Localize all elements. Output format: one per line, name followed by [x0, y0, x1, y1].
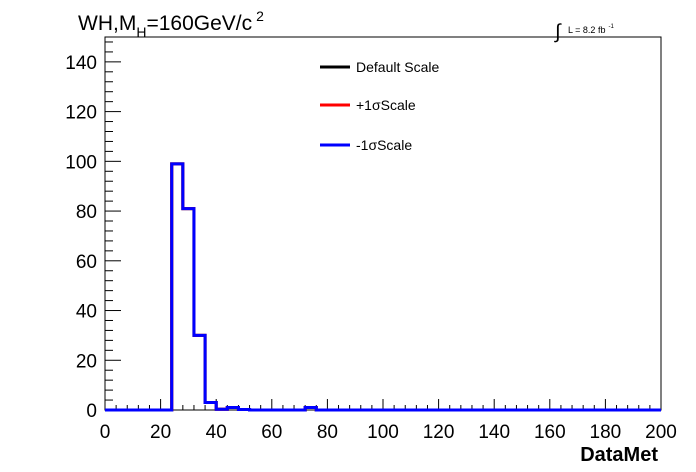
legend: Default Scale +1σScale -1σScale — [320, 59, 439, 153]
x-tick-label: 160 — [534, 422, 566, 443]
y-tick-label: 60 — [76, 252, 97, 273]
legend-label: Default Scale — [356, 59, 439, 75]
x-tick-label: 100 — [367, 422, 399, 443]
axes: 0 20 40 60 80 100 120 140 160 180 200 0 20 40 60 80 100 1… — [65, 41, 677, 443]
plot-frame — [104, 36, 662, 411]
y-tick-label: 100 — [65, 152, 97, 173]
y-tick-label: 0 — [86, 401, 97, 422]
x-tick-label: 60 — [261, 422, 282, 443]
y-tick-label: 40 — [76, 302, 97, 323]
y-tick-label: 80 — [76, 202, 97, 223]
y-tick-label: 20 — [76, 351, 97, 372]
x-tick-label: 80 — [317, 422, 338, 443]
x-tick-label: 140 — [478, 422, 510, 443]
y-tick-label: 140 — [65, 53, 97, 74]
legend-label: +1σScale — [356, 97, 416, 113]
chart-title: WH,MH=160GeV/c 2 — [78, 8, 264, 40]
series-line-3 — [105, 162, 661, 412]
integral-symbol: ∫ — [554, 21, 562, 43]
series-lines — [105, 162, 661, 412]
series-line-2 — [105, 162, 661, 412]
luminosity-label: L = 8.2 fb -1 — [568, 24, 614, 35]
x-tick-label: 200 — [645, 422, 677, 443]
x-tick-label: 180 — [590, 422, 622, 443]
x-tick-label: 20 — [150, 422, 171, 443]
x-tick-label: 40 — [206, 422, 227, 443]
x-tick-label: 0 — [100, 422, 111, 443]
series-line-1 — [105, 162, 661, 412]
y-tick-label: 120 — [65, 103, 97, 124]
x-axis-label: DataMet — [580, 444, 658, 466]
legend-label: -1σScale — [356, 137, 412, 153]
x-tick-label: 120 — [423, 422, 455, 443]
